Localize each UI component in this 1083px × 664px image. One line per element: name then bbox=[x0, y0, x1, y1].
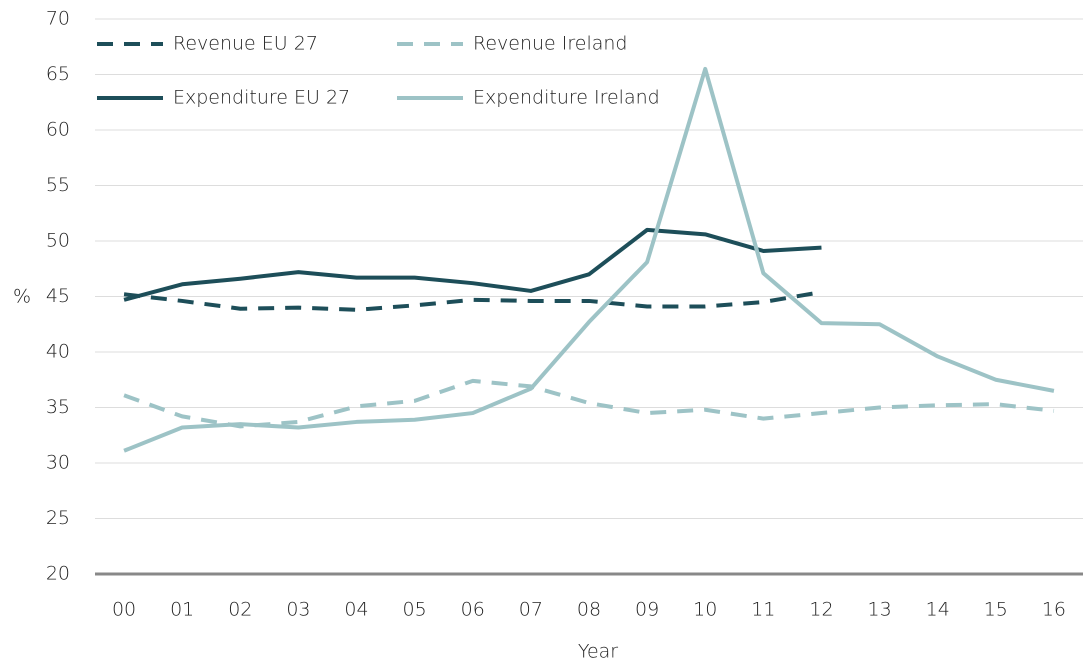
legend-label: Revenue Ireland bbox=[473, 33, 628, 55]
data-line bbox=[123, 66, 1055, 453]
x-axis-label: Year bbox=[578, 641, 618, 663]
y-tick-label: 25 bbox=[46, 507, 70, 529]
x-tick-label: 05 bbox=[403, 599, 427, 621]
x-tick-label: 02 bbox=[228, 599, 252, 621]
y-tick-label: 65 bbox=[46, 63, 70, 85]
data-line bbox=[123, 290, 822, 312]
x-tick-label: 11 bbox=[751, 599, 775, 621]
x-tick-label: 12 bbox=[809, 599, 833, 621]
y-tick-label: 30 bbox=[46, 452, 70, 474]
x-tick-label: 14 bbox=[926, 599, 950, 621]
y-tick-label: 55 bbox=[46, 174, 70, 196]
x-tick-label: 08 bbox=[577, 599, 601, 621]
y-tick-label: 35 bbox=[46, 396, 70, 418]
y-tick-label: 40 bbox=[46, 341, 70, 363]
y-tick-label: 45 bbox=[46, 285, 70, 307]
y-tick-label: 70 bbox=[46, 8, 70, 30]
legend-label: Expenditure EU 27 bbox=[173, 87, 350, 109]
x-tick-label: 15 bbox=[984, 599, 1008, 621]
x-tick-label: 06 bbox=[461, 599, 485, 621]
x-tick-label: 13 bbox=[867, 599, 891, 621]
y-tick-label: 50 bbox=[46, 230, 70, 252]
x-tick-label: 04 bbox=[344, 599, 368, 621]
x-tick-label: 07 bbox=[519, 599, 543, 621]
y-tick-label: 20 bbox=[46, 563, 70, 585]
x-tick-label: 01 bbox=[170, 599, 194, 621]
data-line bbox=[123, 378, 1055, 429]
data-line bbox=[123, 227, 822, 302]
legend-label: Revenue EU 27 bbox=[173, 33, 318, 55]
y-tick-label: 60 bbox=[46, 119, 70, 141]
x-tick-label: 09 bbox=[635, 599, 659, 621]
x-tick-label: 00 bbox=[112, 599, 136, 621]
legend-label: Expenditure Ireland bbox=[473, 87, 660, 109]
y-axis-label: % bbox=[13, 286, 31, 308]
x-tick-label: 03 bbox=[286, 599, 310, 621]
x-tick-label: 10 bbox=[693, 599, 717, 621]
x-tick-label: 16 bbox=[1042, 599, 1066, 621]
